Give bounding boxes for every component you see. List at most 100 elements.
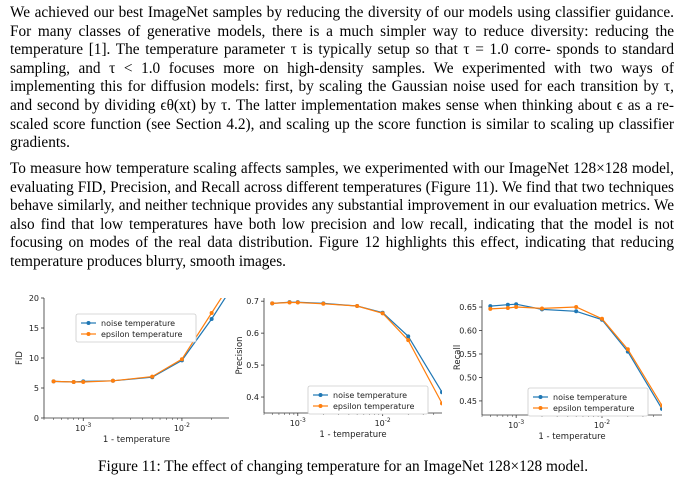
y-tick-label: 15 xyxy=(29,324,39,333)
legend-label: noise temperature xyxy=(101,319,175,328)
legend: noise temperature epsilon temperature xyxy=(527,387,649,417)
data-point xyxy=(574,309,579,314)
data-point xyxy=(110,378,115,383)
x-tick-label: 10-3 xyxy=(75,422,91,433)
paragraph-line: our evaluation metrics. We also find tha… xyxy=(10,197,675,233)
data-point xyxy=(380,311,385,316)
paragraph-line: To measure how temperature scaling affec… xyxy=(10,160,628,177)
data-point xyxy=(179,357,184,362)
plot-area: 0 5 10 15 20 10-3 10-2 1 - temperature FID noise … xyxy=(15,284,231,445)
paragraph-line: model, evaluating FID, Precision, and Re… xyxy=(10,160,674,196)
paragraph-line: We achieved our best ImageNet samples by… xyxy=(10,4,611,21)
data-point xyxy=(514,302,519,307)
paragraph-line: for each transition by τ, and second by … xyxy=(10,78,675,114)
paragraph-line: indicating that the model is not focusin… xyxy=(10,215,674,252)
data-point xyxy=(600,316,604,321)
x-axis-label: 1 - temperature xyxy=(319,430,386,440)
y-axis-label: FID xyxy=(15,351,25,365)
paragraph-line: function is similar to scaling up classi… xyxy=(10,115,674,152)
paragraph-line: sponds to standard sampling, and τ < 1.0… xyxy=(10,41,674,77)
data-point xyxy=(505,302,510,307)
paragraph-temperature-results: To measure how temperature scaling affec… xyxy=(10,160,674,272)
x-tick-label: 10-3 xyxy=(508,419,524,430)
data-point xyxy=(440,390,442,395)
y-tick-label: 5 xyxy=(34,384,39,393)
paragraph-line: reducing the temperature [1]. The temper… xyxy=(10,22,675,59)
paragraph-line: with two ways of implementing this for d… xyxy=(10,59,674,96)
legend-swatch-marker xyxy=(538,395,543,399)
legend-label: epsilon temperature xyxy=(553,404,634,413)
recall-chart: 0.45 0.50 0.55 0.60 0.65 10-3 10-2 1 - temperat… xyxy=(452,292,662,447)
y-tick-label: 10 xyxy=(29,354,39,363)
data-point xyxy=(540,306,544,311)
x-tick-label: 10-2 xyxy=(594,419,610,430)
data-point xyxy=(150,374,155,379)
series-group xyxy=(488,302,662,411)
x-tick-label: 10-2 xyxy=(375,417,391,428)
y-tick-label: 0.60 xyxy=(459,327,477,336)
data-point xyxy=(355,303,360,308)
data-point xyxy=(505,305,510,310)
x-tick-label: 10-2 xyxy=(174,422,190,433)
x-axis-label: 1 - temperature xyxy=(538,432,605,442)
series-group xyxy=(270,300,442,406)
data-point xyxy=(209,311,214,315)
data-point xyxy=(51,379,56,384)
data-point xyxy=(71,380,76,384)
data-point xyxy=(209,317,214,321)
y-tick-label: 0.5 xyxy=(246,361,259,370)
legend-swatch-marker xyxy=(86,332,91,336)
figure-caption: Figure 11: The effect of changing temper… xyxy=(97,458,589,475)
legend-box xyxy=(307,385,429,415)
data-point xyxy=(574,305,579,310)
data-point xyxy=(488,306,493,311)
data-point xyxy=(270,301,275,306)
legend: noise temperature epsilon temperature xyxy=(75,313,197,343)
y-tick-label: 0.7 xyxy=(246,297,259,306)
legend-label: epsilon temperature xyxy=(101,330,182,339)
recall-chart-svg: 0.45 0.50 0.55 0.60 0.65 10-3 10-2 1 - temperat… xyxy=(453,300,662,442)
data-point xyxy=(321,301,326,306)
fid-chart-svg: 0 5 10 15 20 10-3 10-2 1 - temperature FID noise … xyxy=(15,294,229,445)
data-point xyxy=(81,380,86,384)
data-point xyxy=(287,300,292,305)
data-point xyxy=(227,284,231,288)
data-point xyxy=(625,347,630,352)
y-axis-label: Recall xyxy=(453,345,463,370)
legend-label: epsilon temperature xyxy=(333,402,414,411)
data-point xyxy=(514,305,519,310)
data-point xyxy=(406,338,411,343)
data-point xyxy=(488,304,493,309)
y-tick-label: 0 xyxy=(34,414,39,423)
data-point xyxy=(406,334,411,339)
legend-label: noise temperature xyxy=(333,391,407,400)
data-point xyxy=(295,300,300,305)
y-axis-label: Precision xyxy=(235,337,245,375)
fid-chart: 0 5 10 15 20 10-3 10-2 1 - temperature FID noise … xyxy=(15,292,229,447)
legend-swatch-marker xyxy=(86,321,91,325)
data-point xyxy=(440,401,442,406)
legend-box xyxy=(75,313,197,343)
y-tick-label: 0.4 xyxy=(246,393,259,402)
series-group xyxy=(51,284,231,384)
y-tick-label: 0.65 xyxy=(459,303,477,312)
paragraph-line: sense when thinking about ϵ as a re-scal… xyxy=(10,96,674,133)
y-tick-label: 0.55 xyxy=(459,350,477,359)
legend-label: noise temperature xyxy=(553,393,627,402)
y-tick-label: 0.6 xyxy=(246,329,259,338)
legend-swatch-marker xyxy=(538,406,543,410)
legend-box xyxy=(527,387,649,417)
paragraph-line: that two techniques behave similarly, an… xyxy=(10,178,674,215)
data-point xyxy=(660,406,662,411)
legend-swatch-marker xyxy=(318,393,323,397)
data-point xyxy=(660,403,662,408)
plot-area: 0.45 0.50 0.55 0.60 0.65 10-3 10-2 1 - temperat… xyxy=(453,300,662,442)
legend-swatch-marker xyxy=(318,404,323,408)
plot-area: 0.4 0.5 0.6 0.7 10-3 10-2 1 - temperature Preci… xyxy=(235,297,442,440)
precision-chart: 0.4 0.5 0.6 0.7 10-3 10-2 1 - temperature Preci… xyxy=(235,292,442,447)
paragraph-temperature-intro: We achieved our best ImageNet samples by… xyxy=(10,4,674,153)
x-axis-label: 1 - temperature xyxy=(103,435,170,445)
y-tick-label: 0.45 xyxy=(459,397,477,406)
paragraph-line: this effect, indicating that reducing te… xyxy=(10,234,674,270)
y-tick-label: 0.50 xyxy=(459,373,477,382)
